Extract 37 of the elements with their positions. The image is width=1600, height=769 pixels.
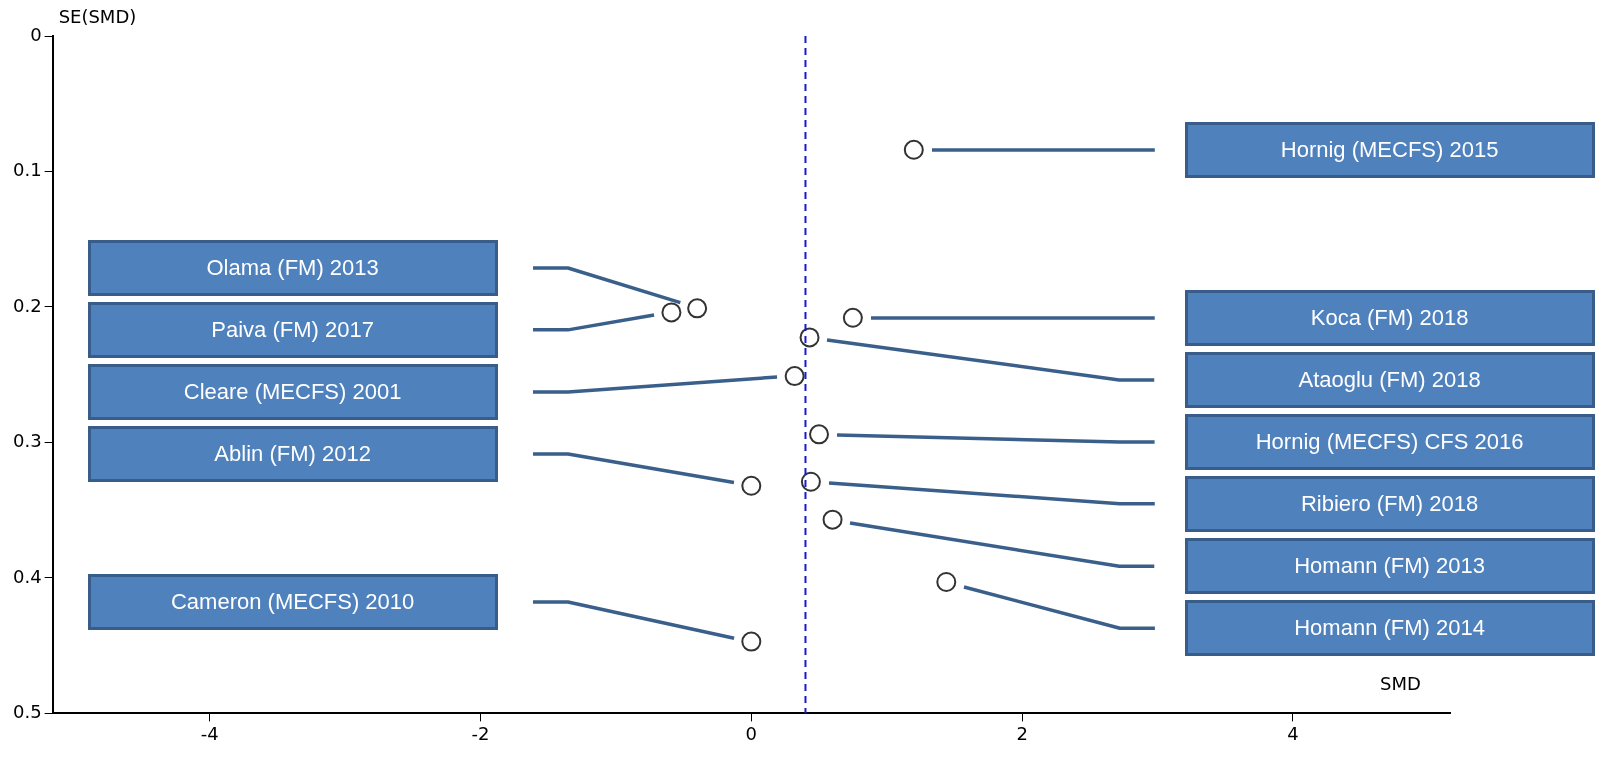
y-tick-label: 0.3 [12, 430, 42, 452]
point [936, 571, 957, 592]
x-tick-label: -2 [471, 722, 490, 744]
y-axis-title: SE(SMD) [58, 6, 137, 27]
callout-box: Homann (FM) 2013 [1184, 537, 1595, 594]
point [799, 327, 820, 348]
callout-box: Ribiero (FM) 2018 [1184, 475, 1595, 532]
point [903, 139, 924, 160]
callout-box: Hornig (MECFS) CFS 2016 [1184, 413, 1595, 470]
y-tick-label: 0 [30, 23, 42, 45]
point [809, 424, 830, 445]
callout-box: Koca (FM) 2018 [1184, 289, 1595, 346]
point [661, 302, 682, 323]
point [741, 631, 762, 652]
callout-box: Hornig (MECFS) 2015 [1184, 121, 1595, 178]
point [741, 475, 762, 496]
point [822, 509, 843, 530]
callout-box: Paiva (FM) 2017 [87, 302, 498, 359]
callout-box: Ablin (FM) 2012 [87, 426, 498, 483]
x-tick-label: -4 [200, 722, 219, 744]
x-axis-title: SMD [1380, 673, 1421, 695]
y-tick-label: 0.2 [12, 294, 42, 316]
callout-box: Cameron (MECFS) 2010 [87, 573, 498, 630]
point [687, 298, 708, 319]
x-tick-label: 4 [1287, 722, 1299, 744]
point [842, 307, 863, 328]
callout-box: Ataoglu (FM) 2018 [1184, 351, 1595, 408]
y-tick-label: 0.4 [12, 565, 42, 587]
x-tick-label: 2 [1016, 722, 1028, 744]
callout-box: Homann (FM) 2014 [1184, 599, 1595, 656]
y-tick-label: 0.1 [12, 159, 42, 181]
callout-box: Olama (FM) 2013 [87, 240, 498, 297]
x-tick-label: 0 [745, 722, 758, 744]
callout-box: Cleare (MECFS) 2001 [87, 364, 498, 421]
point [784, 366, 805, 387]
y-tick-label: 0.5 [12, 701, 42, 723]
point [800, 471, 821, 492]
